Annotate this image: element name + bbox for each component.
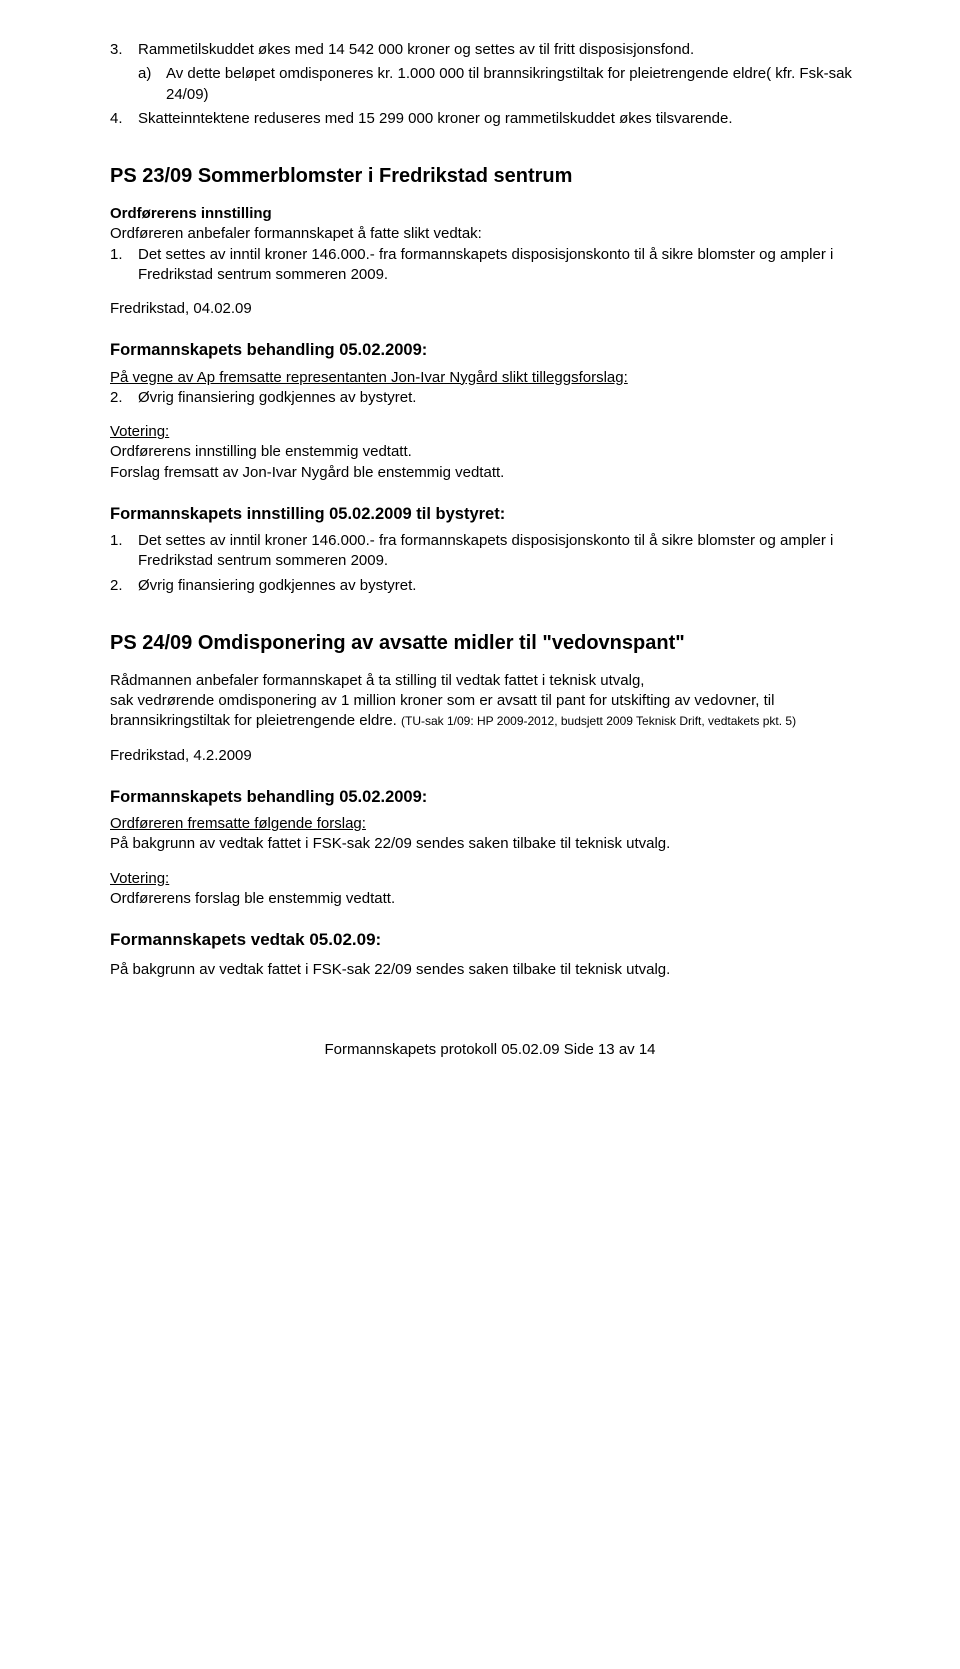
list-subitem: a) Av dette beløpet omdisponeres kr. 1.0… [138,64,870,105]
ps24-behandling-block: Formannskapets behandling 05.02.2009: Or… [110,786,870,855]
ps24-vedtak-block: Formannskapets vedtak 05.02.09: På bakgr… [110,929,870,980]
item-text: Øvrig finansiering godkjennes av bystyre… [138,576,870,596]
list-item: 1. Det settes av inntil kroner 146.000.-… [110,531,870,572]
list-item: 1. Det settes av inntil kroner 146.000.-… [110,245,870,286]
item-number: 1. [110,531,138,572]
page-footer: Formannskapets protokoll 05.02.09 Side 1… [110,1040,870,1060]
votering-line: Ordførerens innstilling ble enstemmig ve… [110,442,870,462]
ps24-intro-block: Rådmannen anbefaler formannskapet å ta s… [110,671,870,732]
subheading-behandling: Formannskapets behandling 05.02.2009: [110,786,870,808]
list-item: 2. Øvrig finansiering godkjennes av byst… [110,388,870,408]
item-number: 3. [110,40,138,60]
section-title-ps23: PS 23/09 Sommerblomster i Fredrikstad se… [110,163,870,190]
votering-heading: Votering: [110,422,870,442]
subheading-vedtak: Formannskapets vedtak 05.02.09: [110,929,870,952]
list-item: 4. Skatteinntektene reduseres med 15 299… [110,109,870,129]
ps23-innstilling-block: Ordførerens innstilling Ordføreren anbef… [110,204,870,285]
item-text: Av dette beløpet omdisponeres kr. 1.000 … [166,64,870,105]
item-text: Det settes av inntil kroner 146.000.- fr… [138,531,870,572]
item-number: 2. [110,576,138,596]
section-title-ps24: PS 24/09 Omdisponering av avsatte midler… [110,630,870,657]
ps23-bystyret-block: Formannskapets innstilling 05.02.2009 ti… [110,503,870,596]
intro-line: Rådmannen anbefaler formannskapet å ta s… [110,671,870,691]
item-text: Skatteinntektene reduseres med 15 299 00… [138,109,870,129]
behandling-underline: På vegne av Ap fremsatte representanten … [110,368,870,388]
item-number: 1. [110,245,138,286]
ps23-behandling-block: Formannskapets behandling 05.02.2009: På… [110,339,870,408]
subheading-bystyret: Formannskapets innstilling 05.02.2009 ti… [110,503,870,525]
intro-small-ref: (TU-sak 1/09: HP 2009-2012, budsjett 200… [401,714,796,728]
item-text: Øvrig finansiering godkjennes av bystyre… [138,388,870,408]
item-text: Det settes av inntil kroner 146.000.- fr… [138,245,870,286]
item-number: a) [138,64,166,105]
behandling-underline: Ordføreren fremsatte følgende forslag: [110,814,870,834]
subheading-innstilling: Ordførerens innstilling [110,204,870,224]
subheading-behandling: Formannskapets behandling 05.02.2009: [110,339,870,361]
ps23-date: Fredrikstad, 04.02.09 [110,299,870,319]
behandling-line: På bakgrunn av vedtak fattet i FSK-sak 2… [110,834,870,854]
innstilling-intro: Ordføreren anbefaler formannskapet å fat… [110,224,870,244]
intro-line: sak vedrørende omdisponering av 1 millio… [110,691,870,732]
list-item: 2. Øvrig finansiering godkjennes av byst… [110,576,870,596]
item-number: 4. [110,109,138,129]
item-number: 2. [110,388,138,408]
votering-heading: Votering: [110,869,870,889]
top-section: 3. Rammetilskuddet økes med 14 542 000 k… [110,40,870,129]
votering-line: Ordførerens forslag ble enstemmig vedtat… [110,889,870,909]
ps23-votering-block: Votering: Ordførerens innstilling ble en… [110,422,870,483]
list-item: 3. Rammetilskuddet økes med 14 542 000 k… [110,40,870,60]
votering-line: Forslag fremsatt av Jon-Ivar Nygård ble … [110,463,870,483]
ps24-votering-block: Votering: Ordførerens forslag ble enstem… [110,869,870,910]
vedtak-line: På bakgrunn av vedtak fattet i FSK-sak 2… [110,960,870,980]
ps24-date: Fredrikstad, 4.2.2009 [110,746,870,766]
item-text: Rammetilskuddet økes med 14 542 000 kron… [138,40,870,60]
